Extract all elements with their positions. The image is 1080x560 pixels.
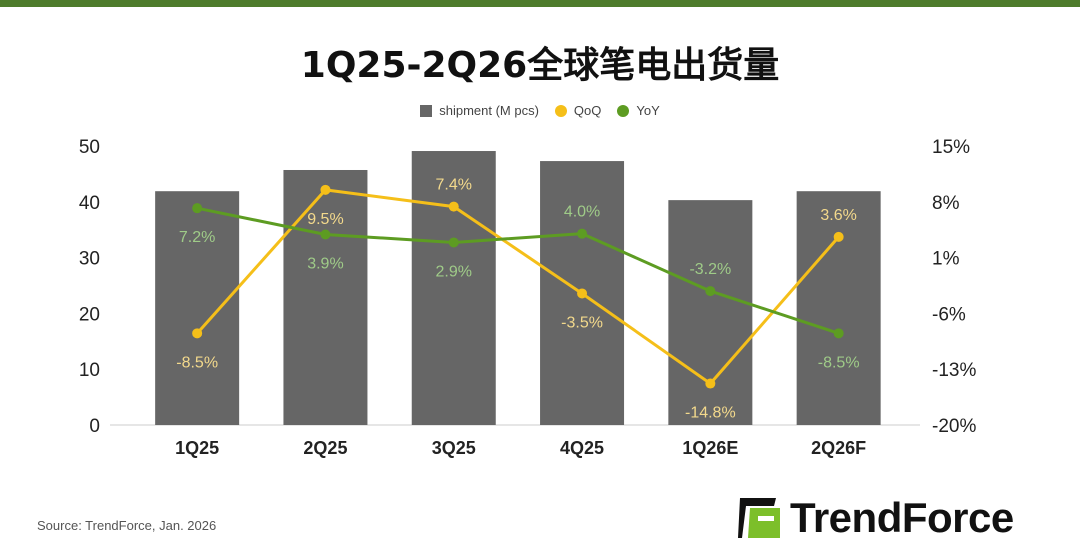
qoq-data-label: 3.6% [820,207,856,224]
yoy-data-label: 3.9% [307,255,343,272]
bar-3Q25 [411,151,496,425]
yoy-point [705,286,716,297]
legend-item-shipment: shipment (M pcs) [420,103,539,118]
chart-title: 1Q25-2Q26全球笔电出货量 [300,45,780,86]
bar-2Q26F [796,191,881,425]
right-axis-tick: -13% [932,360,976,381]
right-axis-tick: 1% [932,249,960,270]
right-axis-tick: 8% [932,193,960,214]
bar-2Q25 [283,169,368,425]
legend-label-yoy: YoY [636,103,660,118]
yoy-point [833,328,844,339]
legend-swatch-qoq [554,104,567,117]
qoq-point [192,328,203,339]
x-axis-tick: 4Q25 [560,438,604,458]
x-axis-tick: 3Q25 [432,438,476,458]
yoy-point [448,237,459,248]
trendforce-logo: TrendForce [738,494,1014,542]
yoy-data-label: 2.9% [436,263,472,280]
x-axis-tick: 1Q25 [175,438,219,458]
trendforce-logo-icon [738,498,780,538]
yoy-data-label: -8.5% [818,354,860,371]
qoq-point [577,288,588,299]
right-axis-tick: 15% [932,137,970,158]
qoq-data-label: -14.8% [685,405,736,422]
bar-1Q26E [668,200,753,425]
qoq-data-label: 7.4% [436,177,472,194]
qoq-data-label: 9.5% [307,211,343,228]
left-axis-tick: 10 [79,360,100,381]
legend-label-shipment: shipment (M pcs) [439,103,539,118]
qoq-data-label: -3.5% [561,314,603,331]
yoy-data-label: 4.0% [564,204,600,221]
legend: shipment (M pcs) QoQ YoY [0,103,1080,118]
left-axis-tick: 40 [79,193,100,214]
qoq-data-label: -8.5% [176,354,218,371]
right-axis-tick: -6% [932,304,966,325]
bar-1Q25 [155,191,240,425]
yoy-point [577,228,588,239]
right-axis-tick: -20% [932,416,976,437]
legend-swatch-yoy [617,104,630,117]
legend-label-qoq: QoQ [573,103,602,118]
yoy-point [192,203,203,214]
x-axis-tick: 1Q26E [682,438,738,458]
yoy-point [320,229,331,240]
qoq-point [448,201,459,212]
left-axis-tick: 0 [89,416,100,437]
top-accent-bar [0,0,1080,7]
x-axis-tick: 2Q25 [303,438,347,458]
legend-item-yoy: YoY [617,103,660,118]
qoq-line [196,188,840,386]
legend-item-qoq: QoQ [554,103,602,118]
qoq-point [833,231,844,242]
left-axis-tick: 50 [79,137,100,158]
yoy-line [196,206,840,335]
qoq-point [320,184,331,195]
trendforce-logo-text: TrendForce [790,494,1014,541]
left-axis-tick: 30 [79,249,100,270]
left-axis-tick: 20 [79,304,100,325]
yoy-data-label: -3.2% [689,261,731,278]
x-axis-tick: 2Q26F [811,438,866,458]
yoy-data-label: 7.2% [179,229,215,246]
source-note: Source: TrendForce, Jan. 2026 [37,518,217,533]
qoq-point [705,378,716,389]
legend-swatch-shipment [420,104,433,117]
